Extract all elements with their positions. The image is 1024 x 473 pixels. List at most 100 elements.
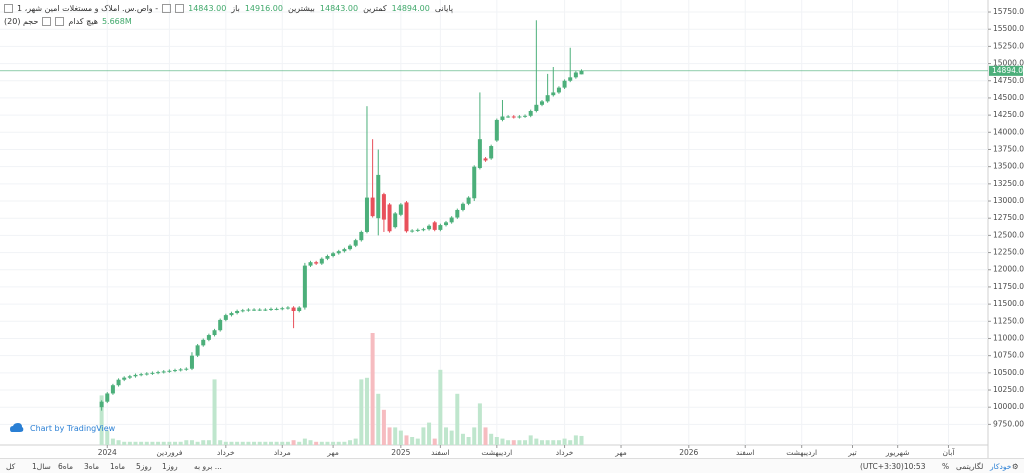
y-tick-label: 13000.00 <box>993 196 1024 205</box>
candle-body <box>268 308 273 310</box>
candle-body <box>517 116 522 118</box>
candle-body <box>206 335 211 340</box>
percent-toggle[interactable]: % <box>942 462 950 471</box>
range-button[interactable]: 6ماه <box>58 462 74 471</box>
volume-bar <box>280 441 285 445</box>
candle-body <box>156 372 161 374</box>
y-tick-label: 12000.00 <box>993 265 1024 274</box>
candle-body <box>444 222 449 226</box>
x-tick-label: مهر <box>614 448 627 457</box>
volume-bar <box>201 440 206 445</box>
candle-body <box>415 229 420 231</box>
candle-body <box>427 225 432 230</box>
ohlc-value: 14843.00 <box>188 4 227 13</box>
volume-bar <box>376 393 381 445</box>
volume-bar <box>127 441 132 445</box>
volume-bar <box>274 441 279 445</box>
watermark-text: Chart by TradingView <box>30 423 116 433</box>
candle-body <box>291 307 296 311</box>
candle-body <box>246 309 251 311</box>
symbol-title: واص.س. املاک و مستغلات امین شهر، 1 - <box>17 4 159 13</box>
candle-body <box>562 80 567 88</box>
x-tick-label: 2024 <box>98 448 117 457</box>
range-button[interactable]: 1روز <box>162 462 178 471</box>
y-tick-label: 14500.00 <box>993 93 1024 102</box>
volume-bar <box>353 438 358 445</box>
goto-button[interactable]: برو به ... <box>194 462 222 471</box>
volume-ma: هیچ کدام <box>68 17 98 26</box>
timezone[interactable]: (UTC+3:30)10:53 <box>860 462 926 471</box>
range-button[interactable]: 1سال <box>32 462 51 471</box>
volume-bar <box>252 441 257 445</box>
volume-bar <box>263 441 268 445</box>
gear-icon[interactable]: ⚙ <box>1012 462 1019 471</box>
volume-bar <box>506 440 511 445</box>
candle-body <box>421 229 426 231</box>
volume-bar <box>178 441 183 445</box>
candle-body <box>184 368 189 370</box>
candle-body <box>438 225 443 230</box>
volume-settings-icon[interactable] <box>42 17 52 26</box>
candle-body <box>252 309 257 311</box>
volume-bar <box>308 440 313 445</box>
range-button[interactable]: 5روز <box>136 462 152 471</box>
volume-bar <box>494 437 499 445</box>
volume-bar <box>336 441 341 445</box>
volume-bar <box>342 441 347 445</box>
bottom-toolbar: (UTC+3:30)10:53 % لگاریتمی خودکار ⚙ کل 1س… <box>0 458 1024 473</box>
range-button[interactable]: 3ماه <box>84 462 100 471</box>
volume-bar <box>427 422 432 445</box>
last-price-box <box>989 65 1023 76</box>
volume-bar <box>404 435 409 445</box>
volume-close-icon[interactable] <box>55 17 65 26</box>
x-tick-label: آبان <box>942 447 955 457</box>
candle-body <box>376 174 381 219</box>
y-tick-label: 11500.00 <box>993 299 1024 308</box>
volume-bar <box>466 437 471 445</box>
volume-bar <box>150 441 155 445</box>
candle-body <box>240 310 245 312</box>
candle-body <box>370 197 375 217</box>
volume-bar <box>370 333 375 445</box>
watermark[interactable]: Chart by TradingView <box>10 423 115 433</box>
candle-body <box>99 401 104 408</box>
x-tick-label: 2026 <box>679 448 698 457</box>
candle-body <box>223 315 228 320</box>
volume-bar <box>235 441 240 445</box>
close-icon[interactable] <box>175 4 185 13</box>
y-tick-label: 15500.00 <box>993 24 1024 33</box>
last-price-label: 14894.00 <box>992 66 1024 75</box>
volume-bar <box>206 440 211 445</box>
range-button[interactable]: 1ماه <box>110 462 126 471</box>
range-button[interactable]: کل <box>6 462 16 471</box>
candle-body <box>348 245 353 250</box>
volume-bar <box>297 441 302 445</box>
y-tick-label: 10750.00 <box>993 351 1024 360</box>
y-tick-label: 11250.00 <box>993 316 1024 325</box>
y-tick-label: 15750.00 <box>993 7 1024 16</box>
candle-body <box>133 374 138 377</box>
candle-body <box>353 240 358 246</box>
log-toggle[interactable]: لگاریتمی <box>956 462 984 471</box>
candle-body <box>122 377 127 380</box>
collapse-icon[interactable] <box>4 4 13 13</box>
volume-bar <box>285 441 290 445</box>
candle-body <box>472 166 477 199</box>
candle-body <box>364 197 369 232</box>
volume-bar <box>381 409 386 445</box>
auto-toggle[interactable]: خودکار <box>990 462 1012 471</box>
candle-body <box>523 115 528 117</box>
volume-bar <box>579 435 584 445</box>
candle-body <box>297 307 302 311</box>
ohlc-value: 14843.00 <box>319 4 359 13</box>
candle-body <box>359 231 364 241</box>
settings-icon[interactable] <box>162 4 172 13</box>
ohlc-label: پایانی <box>434 4 454 13</box>
candle-body <box>449 217 454 223</box>
header-row: واص.س. املاک و مستغلات امین شهر، 1 - 148… <box>4 4 453 13</box>
x-tick-label: اردیبهشت <box>786 448 817 457</box>
y-tick-label: 14000.00 <box>993 127 1024 136</box>
candle-body <box>105 393 110 402</box>
candle-body <box>404 202 409 232</box>
